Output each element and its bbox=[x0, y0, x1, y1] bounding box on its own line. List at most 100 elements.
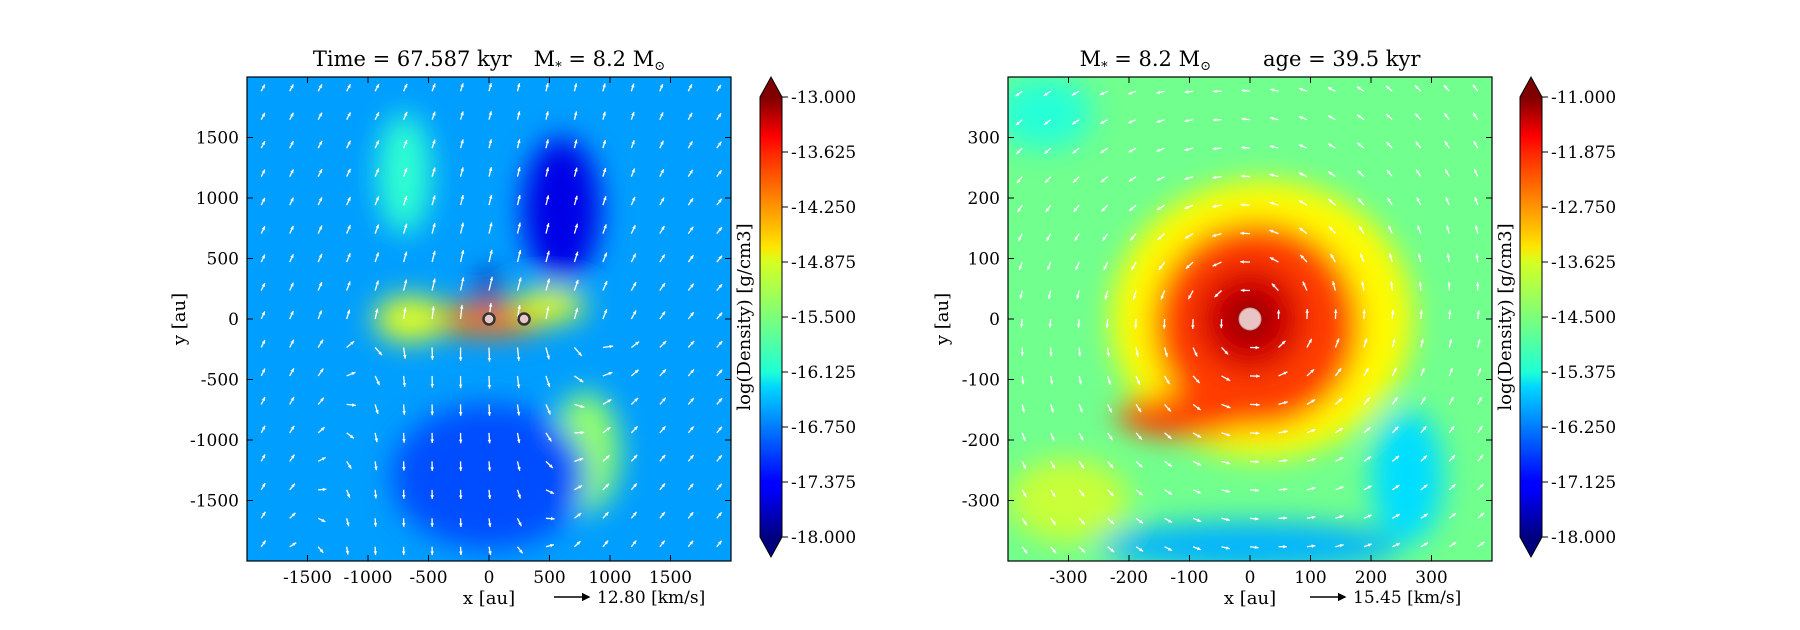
velocity-vector-head bbox=[347, 464, 352, 469]
velocity-vector-head bbox=[1357, 142, 1362, 147]
velocity-vector-head bbox=[1255, 488, 1259, 492]
velocity-vector-head bbox=[1283, 487, 1288, 492]
velocity-vector-head bbox=[1015, 121, 1020, 126]
velocity-vector-head bbox=[1073, 178, 1077, 183]
velocity-vector-head bbox=[1015, 92, 1020, 97]
velocity-vector-head bbox=[487, 357, 492, 362]
velocity-vector-head bbox=[318, 282, 322, 287]
colorbar-tick-label: -11.875 bbox=[1551, 143, 1616, 163]
velocity-vector-head bbox=[261, 454, 266, 459]
velocity-vector-head bbox=[1311, 458, 1316, 462]
velocity-vector-head bbox=[1361, 281, 1365, 286]
velocity-vector-head bbox=[1283, 544, 1287, 549]
velocity-vector-head bbox=[1197, 434, 1202, 438]
velocity-vector-head bbox=[1160, 295, 1165, 300]
velocity-vector-head bbox=[1281, 340, 1286, 345]
velocity-vector-head bbox=[1445, 169, 1449, 174]
velocity-vector-head bbox=[261, 254, 265, 259]
colorbar-label: log(Density) [g/cm3] bbox=[1495, 223, 1516, 410]
y-ticks: -1500 -1000 -500 0 500 1000 1500 bbox=[190, 129, 731, 512]
velocity-vector-head bbox=[662, 340, 667, 345]
velocity-vector-head bbox=[261, 397, 265, 402]
velocity-vector-head bbox=[689, 226, 694, 231]
velocity-vector-head bbox=[1196, 406, 1201, 411]
velocity-vector-head bbox=[1129, 207, 1134, 211]
x-axis-label: x [au] bbox=[1224, 588, 1276, 609]
velocity-vector-head bbox=[548, 437, 552, 442]
velocity-vector-head bbox=[460, 111, 464, 116]
velocity-vector-head bbox=[1045, 208, 1050, 212]
velocity-vector-head bbox=[573, 83, 578, 88]
velocity-vector-head bbox=[1417, 225, 1421, 230]
velocity-vector-head bbox=[632, 225, 636, 230]
velocity-vector-head bbox=[291, 512, 296, 517]
velocity-vector-head bbox=[1418, 281, 1423, 286]
velocity-vector-head bbox=[349, 434, 354, 439]
velocity-vector-head bbox=[1226, 377, 1231, 381]
velocity-vector-head bbox=[574, 167, 578, 172]
velocity-vector-head bbox=[1100, 149, 1105, 153]
velocity-vector-head bbox=[1072, 149, 1077, 154]
density-region bbox=[522, 137, 601, 283]
velocity-vector-head bbox=[1051, 464, 1055, 469]
velocity-vector-head bbox=[290, 141, 294, 146]
velocity-vector-head bbox=[290, 169, 294, 174]
velocity-vector-head bbox=[1100, 91, 1105, 95]
velocity-vector-head bbox=[1184, 235, 1189, 239]
density-panel-right: M* = 8.2 M⊙ age = 39.5 kyr -300 -200 -100 0 1… bbox=[932, 47, 1616, 609]
velocity-vector-head bbox=[458, 384, 463, 389]
velocity-vector-head bbox=[460, 222, 465, 227]
velocity-vector-head bbox=[1051, 436, 1055, 441]
velocity-vector-head bbox=[488, 523, 492, 527]
velocity-vector-head bbox=[460, 195, 464, 199]
colorbar-label: log(Density) [g/cm3] bbox=[734, 223, 755, 410]
colorbar-tick-label: -16.250 bbox=[1551, 418, 1616, 438]
velocity-vector-head bbox=[1019, 323, 1024, 328]
velocity-vector-head bbox=[661, 454, 666, 459]
velocity-vector-head bbox=[1044, 121, 1049, 125]
velocity-vector-head bbox=[432, 195, 436, 200]
velocity-vector-head bbox=[1328, 171, 1333, 175]
velocity-vector-head bbox=[430, 411, 434, 416]
velocity-vector-head bbox=[402, 382, 407, 387]
x-tick-label: 1500 bbox=[649, 568, 692, 588]
velocity-vector-head bbox=[517, 305, 521, 309]
velocity-vector-head bbox=[1156, 206, 1161, 211]
velocity-vector-head bbox=[261, 282, 265, 287]
velocity-vector-head bbox=[1081, 520, 1085, 525]
y-tick-label: -100 bbox=[962, 371, 1000, 391]
velocity-vector-head bbox=[517, 167, 521, 172]
velocity-vector-head bbox=[718, 198, 722, 203]
x-tick-label: 0 bbox=[484, 568, 495, 588]
colorbar: -13.000 -13.625 -14.250 -14.875 -15.500 -16.1… bbox=[734, 75, 856, 559]
velocity-vector-head bbox=[1138, 435, 1142, 440]
velocity-vector-head bbox=[1241, 88, 1246, 93]
velocity-vector-head bbox=[661, 512, 665, 516]
velocity-vector-head bbox=[432, 250, 436, 255]
velocity-vector-head bbox=[1184, 147, 1189, 152]
velocity-vector-head bbox=[1360, 253, 1364, 258]
velocity-vector-head bbox=[1415, 141, 1420, 146]
velocity-vector-head bbox=[403, 195, 408, 200]
velocity-vector-head bbox=[661, 226, 665, 230]
velocity-vector-head bbox=[546, 223, 550, 228]
velocity-vector-head bbox=[1240, 288, 1245, 293]
colorbar-tick-label: -11.000 bbox=[1551, 88, 1616, 108]
velocity-vector-head bbox=[1021, 408, 1026, 413]
velocity-vector-head bbox=[320, 397, 324, 402]
velocity-vector-head bbox=[1168, 547, 1173, 551]
velocity-vector-head bbox=[1073, 207, 1078, 212]
velocity-vector-head bbox=[602, 83, 606, 88]
velocity-vector-head bbox=[574, 139, 578, 144]
velocity-key: 12.80 [km/s] bbox=[554, 588, 705, 608]
velocity-vector-head bbox=[1335, 338, 1340, 343]
velocity-vector-head bbox=[1478, 396, 1482, 401]
velocity-vector-head bbox=[292, 542, 297, 547]
velocity-vector-head bbox=[575, 279, 579, 284]
velocity-vector-head bbox=[1103, 266, 1107, 271]
velocity-vector-head bbox=[1195, 379, 1200, 384]
velocity-vector-head bbox=[1168, 491, 1172, 495]
velocity-vector-head bbox=[577, 513, 582, 517]
velocity-vector-head bbox=[1358, 225, 1363, 230]
colorbar-max-extend bbox=[1520, 77, 1542, 97]
